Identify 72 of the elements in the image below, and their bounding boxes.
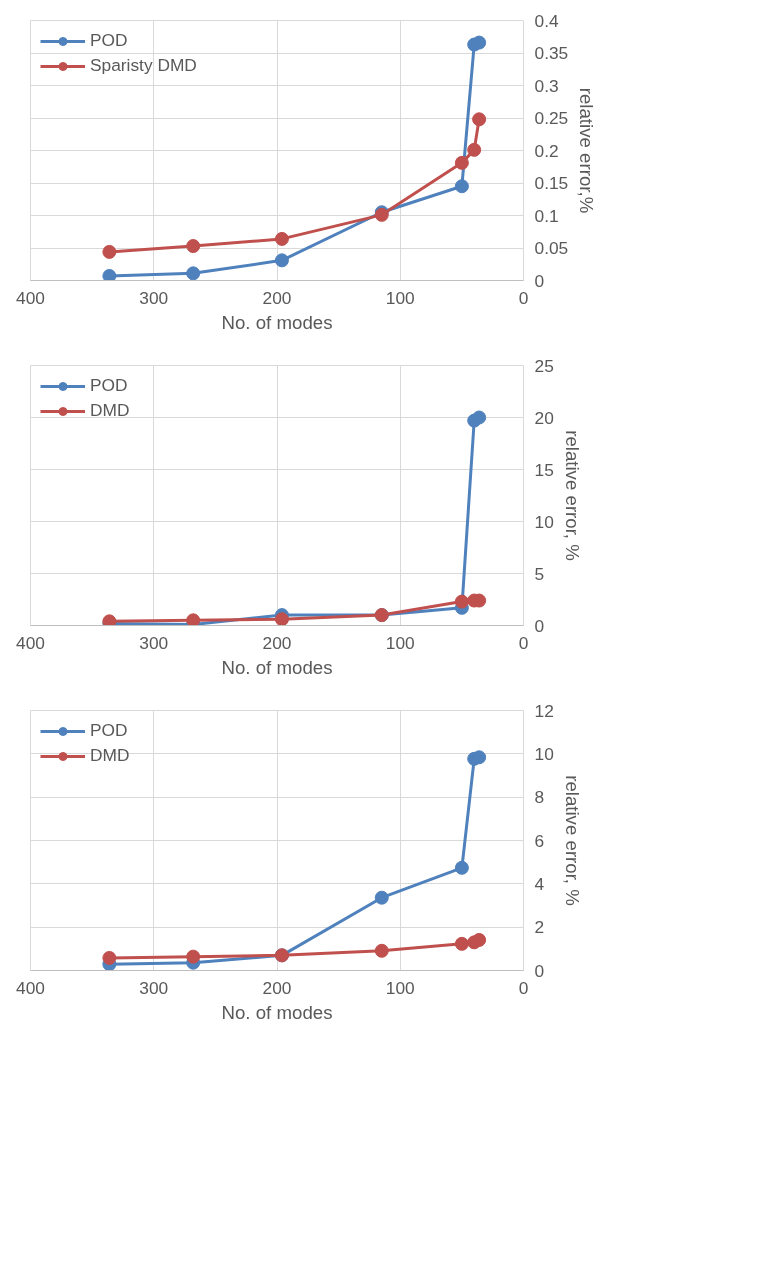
x-tick-label: 400 bbox=[16, 632, 45, 653]
y-tick-label: 12 bbox=[534, 700, 554, 721]
y-tick-label: 4 bbox=[534, 873, 545, 894]
y-tick-label: 10 bbox=[534, 743, 554, 764]
point bbox=[186, 949, 201, 964]
point bbox=[186, 613, 201, 626]
x-axis-title: No. of modes bbox=[221, 311, 333, 333]
point bbox=[454, 594, 469, 609]
x-tick-label: 300 bbox=[139, 287, 169, 308]
y-tick-label: 15 bbox=[534, 459, 554, 480]
legend-label: DMD bbox=[90, 745, 130, 766]
point bbox=[472, 750, 487, 765]
point bbox=[102, 268, 117, 281]
x-tick-label: 0 bbox=[518, 977, 529, 998]
point bbox=[186, 266, 201, 281]
y-tick-label: 0 bbox=[534, 960, 545, 981]
point bbox=[472, 35, 487, 50]
x-tick-label: 100 bbox=[385, 632, 415, 653]
point bbox=[274, 231, 289, 246]
point bbox=[472, 932, 487, 947]
y-tick-label: 5 bbox=[534, 563, 545, 584]
x-tick-label: 0 bbox=[518, 632, 529, 653]
point bbox=[467, 142, 482, 157]
point bbox=[472, 410, 487, 425]
x-axis-title: No. of modes bbox=[221, 1001, 333, 1023]
y-tick-label: 0.15 bbox=[534, 173, 569, 193]
y-tick-label: 20 bbox=[534, 407, 554, 428]
x-tick-label: 400 bbox=[16, 977, 45, 998]
point bbox=[186, 239, 201, 254]
point bbox=[374, 943, 389, 958]
y-tick-label: 2 bbox=[534, 917, 545, 938]
point bbox=[274, 253, 289, 268]
x-tick-label: 200 bbox=[262, 287, 292, 308]
x-axis-title: No. of modes bbox=[221, 656, 333, 678]
legend-label: POD bbox=[90, 30, 128, 51]
y-axis-title: relative error, % bbox=[561, 430, 583, 561]
legend-label: POD bbox=[90, 375, 128, 396]
point bbox=[102, 244, 117, 259]
y-tick-label: 0.35 bbox=[534, 43, 569, 63]
x-tick-label: 300 bbox=[139, 632, 169, 653]
legend-label: POD bbox=[90, 720, 128, 741]
y-tick-label: 8 bbox=[534, 787, 545, 808]
y-tick-label: 0.3 bbox=[534, 75, 559, 96]
point bbox=[454, 936, 469, 951]
point bbox=[274, 612, 289, 626]
x-tick-label: 200 bbox=[262, 632, 292, 653]
x-tick-label: 400 bbox=[16, 287, 45, 308]
x-tick-label: 300 bbox=[139, 977, 169, 998]
point bbox=[472, 112, 487, 127]
point bbox=[102, 950, 117, 965]
legend-label: Sparisty DMD bbox=[90, 55, 197, 76]
y-tick-label: 25 bbox=[534, 355, 554, 376]
y-tick-label: 0 bbox=[534, 615, 545, 636]
legend-label: DMD bbox=[90, 400, 130, 421]
point bbox=[374, 890, 389, 905]
point bbox=[454, 179, 469, 194]
y-tick-label: 6 bbox=[534, 830, 545, 851]
x-tick-label: 100 bbox=[385, 287, 415, 308]
x-tick-label: 100 bbox=[385, 977, 415, 998]
y-axis-title: relative error,% bbox=[576, 87, 598, 214]
point bbox=[454, 155, 469, 170]
y-tick-label: 0.1 bbox=[534, 205, 559, 226]
y-tick-label: 0 bbox=[534, 270, 545, 291]
y-tick-label: 0.25 bbox=[534, 108, 569, 128]
y-tick-label: 0.2 bbox=[534, 140, 559, 161]
y-tick-label: 0.05 bbox=[534, 238, 569, 258]
y-tick-label: 10 bbox=[534, 511, 554, 532]
x-tick-label: 200 bbox=[262, 977, 292, 998]
y-axis-title: relative error, % bbox=[561, 775, 583, 906]
x-tick-label: 0 bbox=[518, 287, 529, 308]
y-tick-label: 0.4 bbox=[534, 10, 559, 31]
point bbox=[454, 860, 469, 875]
